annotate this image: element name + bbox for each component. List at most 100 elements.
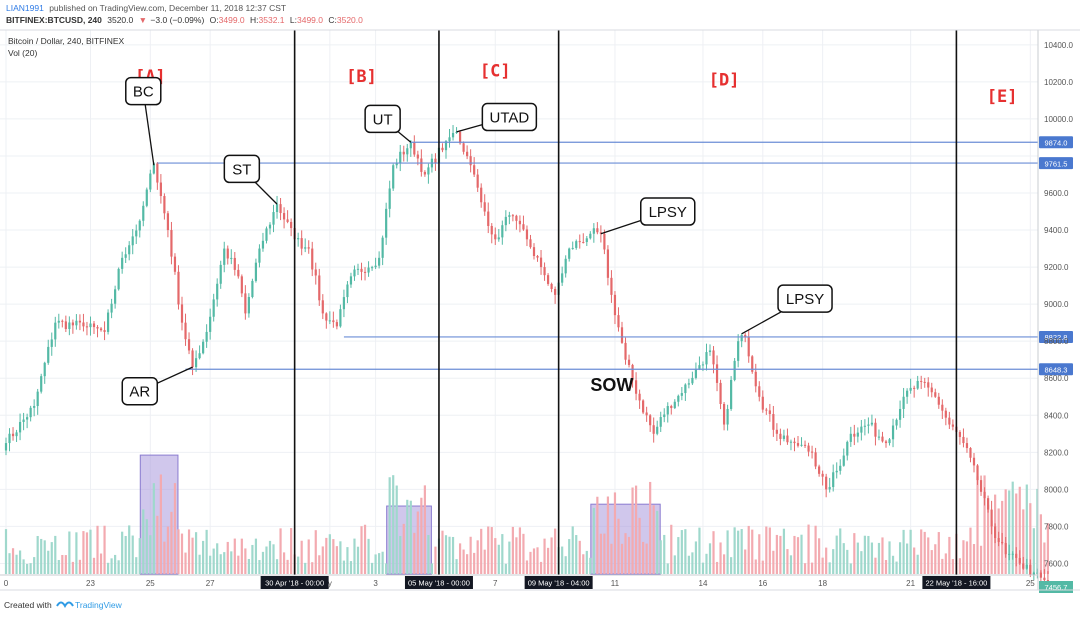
- candle-body: [381, 237, 384, 258]
- volume-bar: [441, 530, 444, 574]
- candle-body: [209, 316, 212, 332]
- candle-body: [536, 255, 539, 258]
- volume-bar: [983, 475, 986, 574]
- volume-bar: [737, 530, 740, 574]
- volume-bar: [420, 497, 423, 574]
- candle-body: [578, 241, 581, 243]
- volume-bar: [57, 559, 60, 574]
- candle-body: [708, 350, 712, 353]
- date-tag: [260, 576, 329, 589]
- volume-bar: [1046, 523, 1050, 574]
- volume-bar: [568, 539, 571, 574]
- volume-bar: [656, 510, 659, 574]
- candle-body: [367, 267, 370, 273]
- volume-bar: [536, 547, 539, 574]
- volume-bar: [856, 542, 859, 574]
- candle-body: [335, 322, 338, 327]
- volume-bar: [430, 563, 434, 574]
- candle-body: [4, 443, 8, 451]
- candle-body: [374, 265, 377, 268]
- candle-body: [142, 205, 145, 221]
- candle-body: [413, 142, 416, 155]
- volume-bar: [1039, 514, 1042, 574]
- candle-body: [515, 215, 518, 221]
- time-tick-label: 23: [86, 579, 95, 588]
- volume-bar: [807, 524, 810, 574]
- candle-body: [853, 433, 856, 437]
- volume-bar: [821, 557, 824, 574]
- volume-bar: [677, 537, 680, 574]
- candle-body: [631, 364, 634, 381]
- candle-body: [406, 148, 409, 155]
- volume-bar: [135, 557, 138, 574]
- volume-bar: [43, 540, 46, 574]
- candle-body: [927, 382, 930, 388]
- volume-bar: [543, 538, 546, 574]
- candle-body: [290, 221, 293, 229]
- volume-bar: [490, 527, 493, 574]
- candle-body: [1039, 572, 1042, 578]
- volume-bar: [1008, 490, 1011, 574]
- volume-bar: [349, 561, 353, 574]
- candle-body: [128, 245, 131, 255]
- candle-body: [758, 386, 761, 397]
- candle-body: [677, 395, 680, 402]
- volume-bar: [634, 485, 638, 574]
- volume-bar: [237, 555, 240, 574]
- candle-body: [244, 293, 247, 314]
- volume-bar: [131, 535, 134, 574]
- volume-bar: [138, 538, 141, 574]
- volume-bar: [800, 534, 803, 574]
- volume-bar: [99, 553, 103, 574]
- candle-body: [909, 387, 912, 391]
- open-value: 3499.0: [219, 15, 245, 25]
- volume-bar: [673, 555, 676, 574]
- volume-bar: [114, 554, 117, 574]
- volume-bar: [61, 555, 64, 574]
- candle-body: [92, 323, 96, 328]
- volume-bar: [670, 524, 673, 574]
- candle-body: [448, 137, 451, 142]
- candle-body: [275, 204, 279, 213]
- volume-bar: [399, 535, 402, 574]
- svg-text:LIAN1991 published on Trad: LIAN1991 published on TradingView.com, D…: [6, 3, 286, 13]
- candle-body: [666, 406, 669, 415]
- volume-bar: [969, 527, 972, 574]
- candle-body: [571, 247, 574, 249]
- candle-body: [592, 228, 595, 234]
- volume-bar: [85, 532, 89, 574]
- volume-bar: [708, 543, 712, 574]
- date-tag-label: 05 May '18 - 00:00: [408, 579, 470, 588]
- volume-bar: [508, 541, 511, 574]
- volume-bar: [515, 537, 518, 574]
- time-tick-label: 21: [906, 579, 915, 588]
- tradingview-brand[interactable]: TradingView: [75, 600, 123, 610]
- candle-body: [772, 414, 775, 430]
- candle-body: [427, 167, 430, 175]
- volume-bar: [388, 477, 391, 574]
- volume-bar: [455, 559, 458, 574]
- candle-body: [923, 381, 926, 383]
- candle-body: [370, 267, 374, 269]
- candle-body: [402, 151, 405, 155]
- date-tag-label: 09 May '18 - 04:00: [528, 579, 590, 588]
- time-axis[interactable]: 0 23 25 27 y 3 7 11 14 16 18 21 25 30 Apr '18 - 00:00…: [0, 574, 1038, 589]
- callout-label: AR: [129, 384, 150, 401]
- volume-bar: [406, 499, 409, 574]
- candle-body: [751, 356, 754, 372]
- volume-indicator-label[interactable]: Vol (20): [8, 48, 37, 58]
- volume-bar: [416, 511, 419, 574]
- volume-bar: [328, 534, 331, 574]
- candle-body: [476, 174, 479, 188]
- volume-bar: [128, 525, 131, 574]
- candle-body: [810, 451, 814, 453]
- volume-bar: [374, 554, 377, 574]
- volume-bar: [191, 537, 194, 574]
- candle-body: [490, 225, 493, 235]
- volume-bar: [494, 538, 497, 574]
- candle-body: [789, 441, 793, 443]
- volume-bar: [385, 563, 388, 574]
- candle-body: [15, 432, 18, 437]
- candle-body: [307, 247, 310, 249]
- volume-bar: [321, 546, 324, 574]
